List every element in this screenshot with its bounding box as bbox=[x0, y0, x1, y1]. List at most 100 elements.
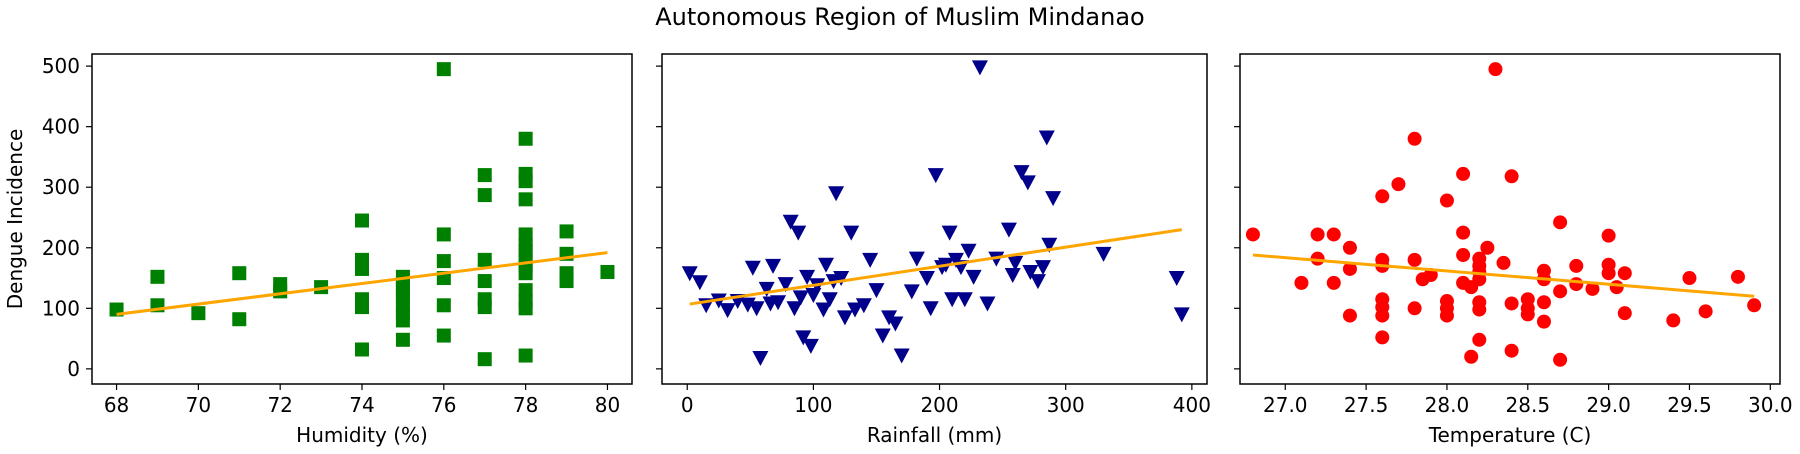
data-point bbox=[1245, 227, 1260, 242]
data-point bbox=[1536, 314, 1551, 329]
data-point bbox=[1504, 343, 1519, 358]
data-point bbox=[477, 274, 492, 289]
x-tick-label: 100 bbox=[794, 393, 832, 417]
data-point bbox=[922, 301, 939, 317]
data-point bbox=[232, 312, 247, 327]
data-point bbox=[559, 224, 574, 239]
data-point bbox=[1019, 175, 1036, 191]
x-tick-label: 30.0 bbox=[1748, 393, 1793, 417]
data-point bbox=[786, 301, 803, 317]
data-point bbox=[1536, 295, 1551, 310]
data-point bbox=[1342, 240, 1357, 255]
data-point bbox=[887, 316, 904, 332]
data-point bbox=[691, 275, 708, 291]
y-tick-label: 200 bbox=[42, 236, 80, 260]
data-point bbox=[395, 313, 410, 328]
data-point bbox=[893, 348, 910, 364]
data-point bbox=[1747, 298, 1762, 313]
data-point bbox=[1617, 266, 1632, 281]
x-tick-label: 400 bbox=[1173, 393, 1211, 417]
data-point bbox=[1022, 264, 1039, 280]
data-point bbox=[1439, 308, 1454, 323]
x-tick-label: 80 bbox=[595, 393, 620, 417]
data-point bbox=[518, 266, 533, 281]
data-point bbox=[818, 257, 835, 273]
data-point bbox=[273, 284, 288, 299]
data-point bbox=[765, 258, 782, 274]
data-point bbox=[1553, 215, 1568, 230]
x-tick-label: 0 bbox=[681, 393, 694, 417]
data-point bbox=[971, 60, 988, 76]
x-axis-label: Temperature (C) bbox=[1428, 423, 1592, 447]
data-point bbox=[1029, 274, 1046, 290]
x-tick-label: 74 bbox=[349, 393, 374, 417]
data-point bbox=[1456, 166, 1471, 181]
data-point bbox=[1439, 193, 1454, 208]
data-point bbox=[836, 310, 853, 326]
x-tick-label: 29.0 bbox=[1586, 393, 1631, 417]
data-point bbox=[1609, 280, 1624, 295]
data-point bbox=[1456, 248, 1471, 263]
data-point bbox=[1310, 251, 1325, 266]
x-tick-label: 27.5 bbox=[1344, 393, 1389, 417]
data-point bbox=[355, 342, 369, 357]
x-axis-label: Rainfall (mm) bbox=[867, 423, 1002, 447]
data-point bbox=[518, 301, 533, 316]
trend-line bbox=[1252, 253, 1755, 298]
data-point bbox=[795, 330, 812, 346]
data-point bbox=[1698, 304, 1713, 319]
chart-panel-3: 27.0 27.5 28.0 28.5 29.0 29.5 30.0 Temperature … bbox=[1234, 53, 1793, 447]
x-tick-label: 68 bbox=[104, 393, 129, 417]
data-point bbox=[1472, 332, 1487, 347]
plot-frame bbox=[1239, 53, 1781, 385]
data-point bbox=[1730, 269, 1745, 284]
x-tick-label: 28.5 bbox=[1506, 393, 1551, 417]
data-point bbox=[477, 300, 492, 315]
data-point bbox=[518, 192, 533, 207]
data-point bbox=[944, 292, 961, 308]
data-point bbox=[927, 168, 944, 184]
data-point bbox=[191, 306, 206, 321]
data-point bbox=[1666, 313, 1681, 328]
data-point bbox=[777, 277, 794, 293]
data-point bbox=[1553, 352, 1568, 367]
panels: 68 70 72 74 76 78 80 0 100 200 300 400 500 Humidity (… bbox=[42, 53, 1793, 447]
data-point bbox=[847, 302, 864, 318]
data-point bbox=[1423, 268, 1438, 283]
data-point bbox=[1004, 268, 1021, 284]
data-point bbox=[855, 298, 872, 314]
x-tick-label: 70 bbox=[186, 393, 211, 417]
data-point bbox=[436, 62, 451, 77]
x-tick-label: 29.5 bbox=[1667, 393, 1712, 417]
data-point bbox=[1472, 302, 1487, 317]
data-point bbox=[436, 298, 451, 313]
data-point bbox=[802, 338, 819, 354]
trend-line bbox=[116, 251, 608, 316]
data-point bbox=[821, 292, 838, 308]
data-point bbox=[903, 284, 920, 300]
data-point bbox=[436, 227, 451, 242]
data-point bbox=[908, 251, 925, 267]
data-point bbox=[1464, 349, 1479, 364]
x-tick-label: 200 bbox=[920, 393, 958, 417]
data-point bbox=[862, 252, 879, 268]
chart-panel-1: 68 70 72 74 76 78 80 0 100 200 300 400 500 Humidity (… bbox=[42, 53, 633, 447]
data-point bbox=[436, 254, 451, 269]
data-point bbox=[681, 266, 698, 282]
data-point bbox=[477, 168, 492, 183]
data-point bbox=[752, 350, 769, 366]
data-point bbox=[1504, 296, 1519, 311]
x-axis-label: Humidity (%) bbox=[296, 423, 428, 447]
data-point bbox=[815, 302, 832, 318]
data-point bbox=[1326, 227, 1341, 242]
data-point bbox=[355, 300, 369, 315]
x-tick-label: 72 bbox=[267, 393, 292, 417]
data-point bbox=[355, 213, 369, 228]
data-point bbox=[1569, 258, 1584, 273]
data-point bbox=[1375, 189, 1390, 204]
x-tick-label: 78 bbox=[513, 393, 538, 417]
data-point bbox=[1310, 227, 1325, 242]
trend-line bbox=[689, 228, 1182, 306]
chart-panel-2: 0 100 200 300 400 Rainfall (mm) bbox=[656, 53, 1211, 447]
